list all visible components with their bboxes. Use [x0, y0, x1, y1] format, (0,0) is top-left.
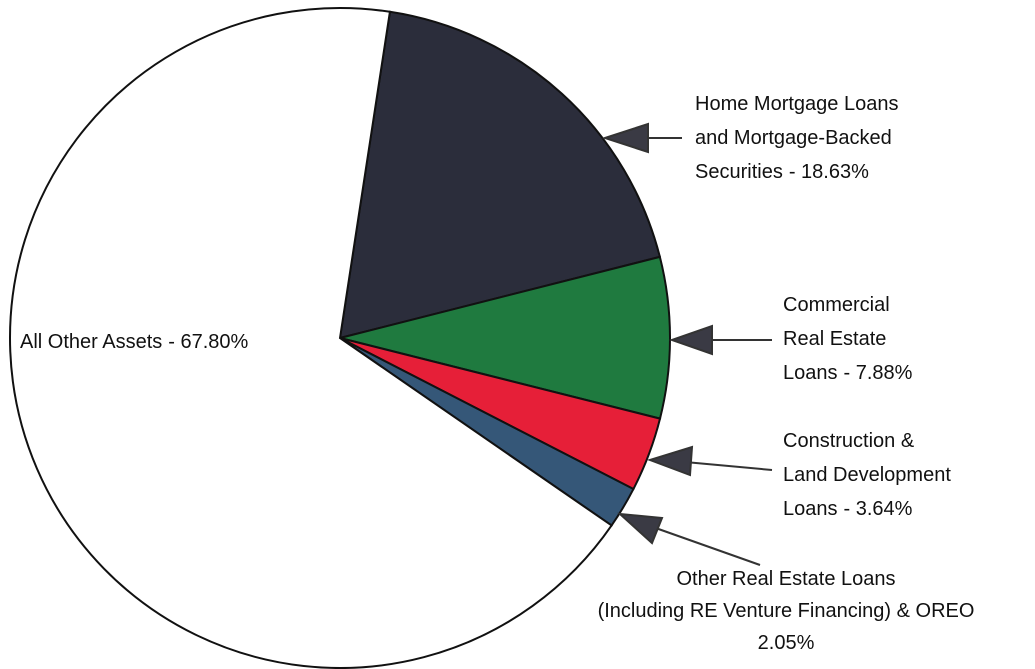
value-label: - 18.63% [789, 161, 869, 183]
label-line: Land Development [783, 464, 951, 486]
arrows [601, 122, 773, 566]
value-label: - 67.80% [168, 331, 248, 353]
label-line: Construction & [783, 430, 915, 452]
label-line: Other Real Estate Loans [676, 568, 895, 590]
label-line: Real Estate [783, 328, 886, 350]
label-line: Securities [695, 161, 783, 183]
slice-label: Commercial Real Estate Loans - 7.88% [783, 294, 913, 384]
value-label: 2.05% [758, 632, 815, 654]
arrow-head [617, 512, 664, 545]
arrow-line [649, 525, 761, 566]
pie-slice [338, 10, 662, 340]
slices [9, 7, 671, 669]
label-line: All Other Assets [20, 331, 162, 353]
label-line: Loans [783, 362, 838, 384]
pie-slice [9, 7, 613, 669]
label-line: and Mortgage-Backed [695, 127, 892, 149]
arrow-line [684, 461, 773, 471]
label-line: Loans [783, 498, 838, 520]
slice-label: Home Mortgage Loans and Mortgage-Backed Se… [695, 93, 898, 183]
arrow-head [601, 122, 649, 154]
arrow-head [668, 324, 713, 356]
label-line: Home Mortgage Loans [695, 93, 898, 115]
label-line: Commercial [783, 294, 890, 316]
arrow-head [646, 445, 694, 477]
slice-label: Other Real Estate Loans (Including RE Ven… [598, 568, 975, 654]
label-line: (Including RE Venture Financing) & OREO [598, 600, 975, 622]
slice-label: All Other Assets - 67.80% [20, 331, 249, 353]
value-label: - 3.64% [844, 498, 913, 520]
value-label: - 7.88% [844, 362, 913, 384]
slice-label: Construction & Land Development Loans - 3.6… [783, 430, 951, 520]
pie-slice [339, 255, 671, 420]
